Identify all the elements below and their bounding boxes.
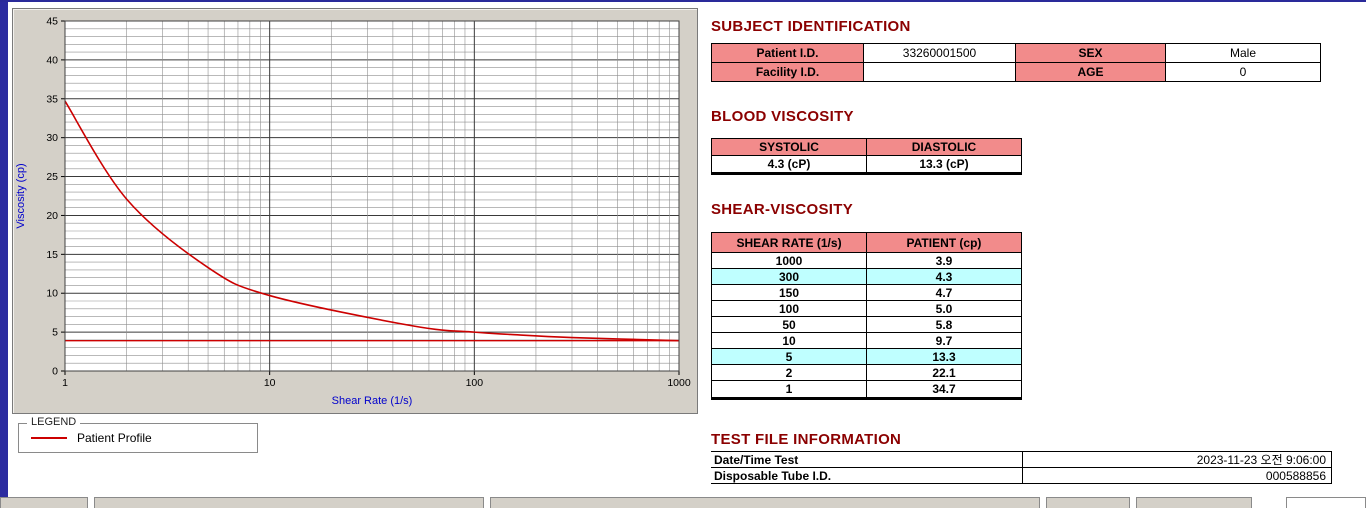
facility-id-value: [864, 63, 1016, 82]
date-time-test-value: 2023-11-23 오전 9:06:00: [1022, 452, 1332, 468]
bottom-window-fragment: [1046, 497, 1130, 508]
shear-rate-cell: 100: [712, 301, 867, 317]
facility-id-label: Facility I.D.: [712, 63, 864, 82]
bottom-window-fragment: [1286, 497, 1366, 508]
shear-viscosity-table: SHEAR RATE (1/s) PATIENT (cp) 1000 3.9 3…: [711, 232, 1022, 400]
window-left-edge: [0, 2, 8, 508]
svg-text:10: 10: [46, 288, 58, 300]
subject-identification-table: Patient I.D. 33260001500 SEX Male Facili…: [711, 43, 1321, 82]
shear-rate-cell: 5: [712, 349, 867, 365]
disposable-tube-id-label: Disposable Tube I.D.: [711, 468, 1022, 484]
legend-box: LEGEND Patient Profile: [18, 416, 258, 453]
blood-viscosity-title: BLOOD VISCOSITY: [711, 108, 854, 125]
shear-viscosity-title: SHEAR-VISCOSITY: [711, 201, 854, 218]
age-value: 0: [1166, 63, 1321, 82]
svg-text:1000: 1000: [667, 377, 691, 389]
svg-text:35: 35: [46, 93, 58, 105]
diastolic-header: DIASTOLIC: [867, 139, 1022, 156]
diastolic-value: 13.3 (cP): [867, 156, 1022, 172]
svg-text:1: 1: [62, 377, 68, 389]
svg-text:40: 40: [46, 54, 58, 66]
bottom-window-fragment: [0, 497, 88, 508]
patient-id-label: Patient I.D.: [712, 44, 864, 63]
bottom-window-fragment: [490, 497, 1040, 508]
systolic-value: 4.3 (cP): [712, 156, 867, 172]
patient-cp-cell: 4.3: [867, 269, 1022, 285]
svg-text:100: 100: [466, 377, 484, 389]
sex-label: SEX: [1016, 44, 1166, 63]
legend-series-label: Patient Profile: [77, 431, 152, 445]
shear-rate-cell: 300: [712, 269, 867, 285]
viscosity-chart-svg: 0 5 10 15 20 25 30 35 40 45 1 10 100 1000 Viscosity (c…: [15, 16, 691, 408]
svg-text:10: 10: [264, 377, 276, 389]
shear-rate-header: SHEAR RATE (1/s): [712, 233, 867, 253]
patient-cp-cell: 22.1: [867, 365, 1022, 381]
subject-identification-title: SUBJECT IDENTIFICATION: [711, 18, 911, 35]
shear-rate-cell: 150: [712, 285, 867, 301]
patient-cp-header: PATIENT (cp): [867, 233, 1022, 253]
svg-text:25: 25: [46, 171, 58, 183]
shear-rate-cell: 1000: [712, 253, 867, 269]
bottom-window-fragment: [94, 497, 484, 508]
patient-cp-cell: 5.0: [867, 301, 1022, 317]
patient-id-value: 33260001500: [864, 44, 1016, 63]
svg-text:Shear Rate (1/s): Shear Rate (1/s): [332, 395, 413, 407]
svg-text:30: 30: [46, 132, 58, 144]
bottom-window-fragment: [1136, 497, 1252, 508]
svg-text:5: 5: [52, 327, 58, 339]
svg-text:0: 0: [52, 366, 58, 378]
patient-cp-cell: 5.8: [867, 317, 1022, 333]
patient-cp-cell: 34.7: [867, 381, 1022, 397]
svg-text:15: 15: [46, 249, 58, 261]
test-file-information-table: Date/Time Test 2023-11-23 오전 9:06:00 Dis…: [711, 451, 1332, 484]
blood-viscosity-table: SYSTOLIC DIASTOLIC 4.3 (cP) 13.3 (cP): [711, 138, 1022, 175]
age-label: AGE: [1016, 63, 1166, 82]
test-file-information-title: TEST FILE INFORMATION: [711, 431, 902, 448]
shear-rate-cell: 2: [712, 365, 867, 381]
legend-entry: Patient Profile: [19, 424, 257, 452]
systolic-header: SYSTOLIC: [712, 139, 867, 156]
patient-cp-cell: 3.9: [867, 253, 1022, 269]
sex-value: Male: [1166, 44, 1321, 63]
shear-rate-cell: 10: [712, 333, 867, 349]
disposable-tube-id-value: 000588856: [1022, 468, 1332, 484]
legend-line-swatch: [31, 437, 67, 439]
shear-rate-cell: 1: [712, 381, 867, 397]
date-time-test-label: Date/Time Test: [711, 452, 1022, 468]
legend-caption: LEGEND: [27, 416, 81, 428]
svg-text:Viscosity (cp): Viscosity (cp): [15, 163, 27, 228]
patient-cp-cell: 4.7: [867, 285, 1022, 301]
patient-cp-cell: 13.3: [867, 349, 1022, 365]
shear-rate-cell: 50: [712, 317, 867, 333]
patient-cp-cell: 9.7: [867, 333, 1022, 349]
viscosity-chart: 0 5 10 15 20 25 30 35 40 45 1 10 100 1000 Viscosity (c…: [12, 8, 698, 414]
svg-text:20: 20: [46, 210, 58, 222]
svg-text:45: 45: [46, 16, 58, 28]
